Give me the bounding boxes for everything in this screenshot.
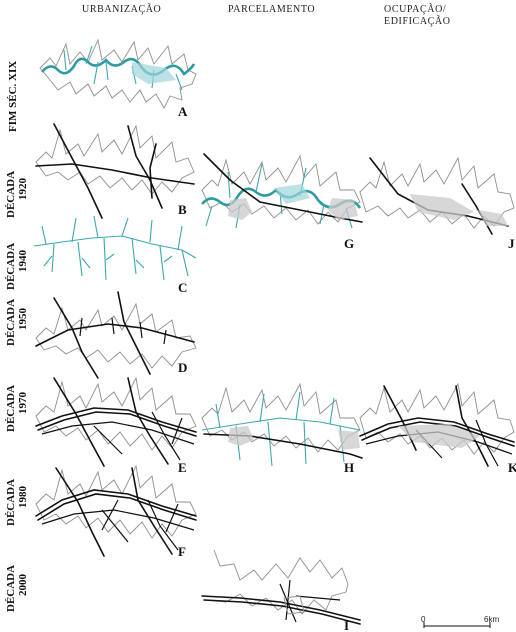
panel-letter-h: H bbox=[344, 460, 354, 475]
row-label-fim-sec-xix: FIM SÉC. XIX bbox=[7, 61, 19, 132]
panel-letter-f: F bbox=[178, 544, 186, 559]
panel-letter-k: K bbox=[508, 460, 516, 475]
panel-b-map bbox=[35, 123, 195, 219]
panel-letter-i: I bbox=[344, 618, 349, 632]
column-header-parcelamento: PARCELAMENTO bbox=[228, 4, 315, 15]
row-label-1950-year: 1950 bbox=[17, 308, 29, 331]
row-label-1980-year: 1980 bbox=[17, 486, 29, 509]
panel-i-map bbox=[201, 549, 361, 625]
row-label-1980-decada: DÉCADA bbox=[5, 479, 17, 526]
panel-letter-c: C bbox=[178, 280, 187, 295]
row-label-1940-year: 1940 bbox=[17, 250, 29, 273]
panel-letter-g: G bbox=[344, 236, 354, 251]
column-header-ocupacao-line2: EDIFICAÇÃO bbox=[384, 15, 451, 27]
row-label-2000-decada: DÉCADA bbox=[5, 565, 17, 612]
panel-letter-e: E bbox=[178, 460, 187, 475]
panel-h-map bbox=[201, 382, 363, 467]
panel-a-map bbox=[39, 38, 197, 109]
row-label-1940-decada: DÉCADA bbox=[5, 243, 17, 290]
panel-f-map bbox=[35, 464, 197, 557]
panel-k-map bbox=[359, 382, 515, 467]
column-header-urbanizacao: URBANIZAÇÃO bbox=[82, 3, 161, 15]
row-label-1950-decada: DÉCADA bbox=[5, 299, 17, 346]
panel-letter-j: J bbox=[508, 236, 515, 251]
row-label-1970-decada: DÉCADA bbox=[5, 385, 17, 432]
panel-letter-d: D bbox=[178, 360, 187, 375]
panel-letter-a: A bbox=[178, 104, 188, 119]
panel-letter-b: B bbox=[178, 202, 187, 217]
row-label-1920-year: 1920 bbox=[17, 178, 29, 201]
panel-j-map bbox=[359, 156, 515, 235]
panel-e-map bbox=[35, 376, 197, 467]
scale-bar: 0 6km bbox=[421, 615, 499, 628]
column-header-ocupacao-line1: OCUPAÇÃO/ bbox=[384, 3, 446, 15]
row-label-1970-year: 1970 bbox=[17, 392, 29, 415]
panel-d-map bbox=[35, 291, 197, 379]
scale-bar-end-label: 6km bbox=[484, 615, 499, 624]
row-label-2000-year: 2000 bbox=[17, 574, 29, 597]
row-label-1920-decada: DÉCADA bbox=[5, 171, 17, 218]
scale-bar-start-label: 0 bbox=[421, 615, 426, 624]
panel-c-map bbox=[33, 215, 197, 281]
panel-g-map bbox=[200, 153, 363, 229]
